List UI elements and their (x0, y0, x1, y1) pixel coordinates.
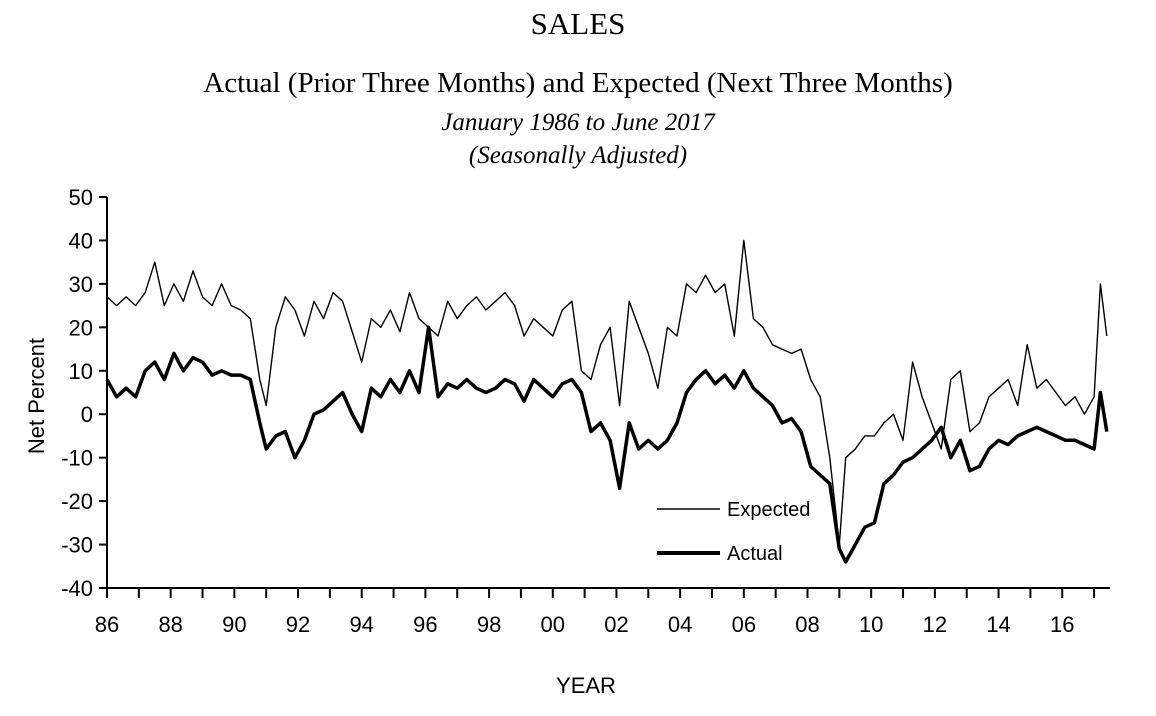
y-tick-label: -30 (61, 533, 93, 558)
x-tick-label: 04 (668, 612, 692, 637)
x-tick-label: 12 (923, 612, 947, 637)
x-tick-label: 16 (1050, 612, 1074, 637)
series-line-actual (105, 325, 1109, 564)
y-tick-label: 10 (69, 359, 93, 384)
y-tick-label: -10 (61, 446, 93, 471)
legend-label-actual: Actual (727, 543, 783, 565)
y-tick-label: 40 (69, 228, 93, 253)
x-tick-label: 14 (986, 612, 1010, 637)
x-tick-label: 86 (95, 612, 119, 637)
chart-subtitle: Actual (Prior Three Months) and Expected… (203, 67, 953, 99)
series-line-expected (106, 239, 1108, 546)
legend: Expected Actual (657, 499, 810, 565)
x-tick-label: 08 (795, 612, 819, 637)
y-tick-label: 50 (69, 185, 93, 210)
y-tick-label: -40 (61, 576, 93, 601)
x-tick-label: 98 (477, 612, 501, 637)
y-tick-label: 30 (69, 272, 93, 297)
y-tick-label: 20 (69, 315, 93, 340)
y-axis-title: Net Percent (24, 338, 49, 454)
x-tick-label: 96 (413, 612, 437, 637)
x-tick-label: 00 (541, 612, 565, 637)
y-tick-label: -20 (61, 489, 93, 514)
chart-adjustment-note: (Seasonally Adjusted) (468, 142, 688, 169)
x-tick-label: 94 (349, 612, 373, 637)
y-tick-label: 0 (81, 402, 93, 427)
x-tick-label: 02 (604, 612, 628, 637)
series-layer (105, 239, 1109, 564)
chart-date-range: January 1986 to June 2017 (441, 109, 715, 136)
x-tick-label: 88 (158, 612, 182, 637)
x-axis-title: YEAR (556, 673, 616, 698)
x-tick-label: 06 (732, 612, 756, 637)
x-tick-label: 90 (222, 612, 246, 637)
legend-label-expected: Expected (727, 499, 810, 521)
x-tick-label: 92 (286, 612, 310, 637)
x-tick-label: 10 (859, 612, 883, 637)
chart-title: SALES (530, 6, 626, 41)
